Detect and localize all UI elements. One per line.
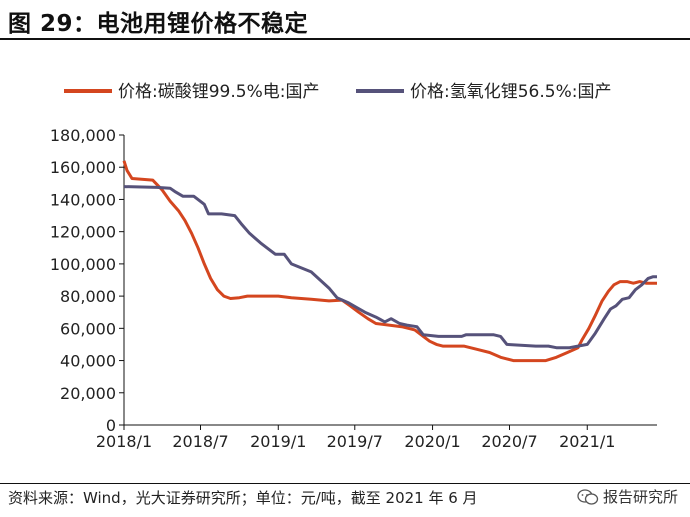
legend-label-1: 价格:碳酸锂99.5%电:国产 [118,82,319,102]
watermark-text: 报告研究所 [602,488,678,506]
figure-title: 图 29：电池用锂价格不稳定 [8,11,309,37]
y-tick-label: 160,000 [50,158,116,177]
source-note: 资料来源：Wind，光大证券研究所；单位：元/吨，截至 2021 年 6 月 [8,489,478,507]
x-tick-label: 2018/1 [96,432,152,451]
y-tick-label: 20,000 [60,384,116,403]
title-rule [0,38,690,40]
source-rule [0,483,690,484]
x-tick-label: 2019/1 [250,432,306,451]
y-tick-label: 180,000 [50,126,116,145]
y-tick-label: 40,000 [60,352,116,371]
legend-label-2: 价格:氢氧化锂56.5%:国产 [410,82,611,102]
y-tick-label: 0 [106,416,116,435]
line-chart: 价格:碳酸锂99.5%电:国产 价格:氢氧化锂56.5%:国产 0 20,000 40… [50,82,657,451]
x-tick-label: 2019/7 [327,432,383,451]
y-tick-label: 60,000 [60,319,116,338]
series-lines [122,160,657,363]
x-tick-label: 2021/1 [559,432,615,451]
y-tick-label: 120,000 [50,223,116,242]
axes: 0 20,000 40,000 60,000 80,000 100,000 120,000 1… [50,126,657,451]
legend: 价格:碳酸锂99.5%电:国产 价格:氢氧化锂56.5%:国产 [64,82,611,102]
x-tick-label: 2020/7 [481,432,537,451]
series-line-1 [122,160,657,363]
watermark: 报告研究所 [577,486,678,507]
x-tick-label: 2018/7 [172,432,228,451]
x-tick-label: 2020/1 [404,432,460,451]
y-tick-label: 80,000 [60,287,116,306]
y-tick-label: 140,000 [50,190,116,209]
y-tick-label: 100,000 [50,255,116,274]
series-line-2 [123,185,657,350]
wechat-icon [577,488,599,505]
